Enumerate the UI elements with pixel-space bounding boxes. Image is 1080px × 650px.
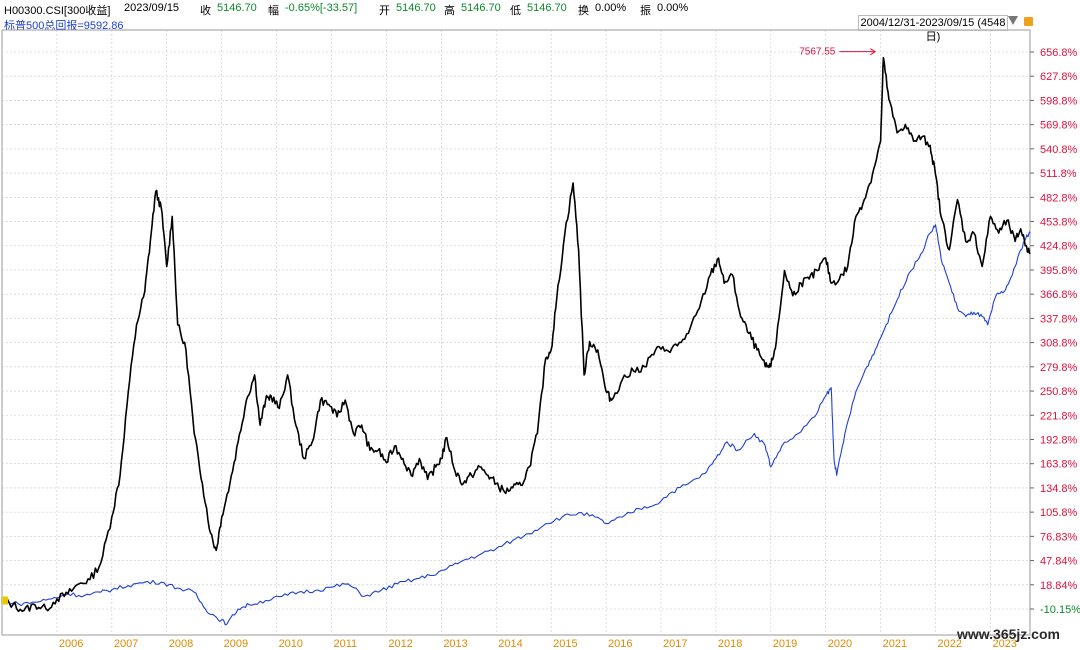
x-tick-label: 2011 bbox=[333, 638, 357, 650]
y-tick-label: 250.8% bbox=[1040, 386, 1078, 398]
x-tick-label: 2021 bbox=[883, 638, 907, 650]
quote-date: 2023/09/15 bbox=[124, 2, 180, 14]
x-tick-label: 2014 bbox=[498, 638, 522, 650]
series-line-main bbox=[1, 56, 1031, 613]
y-tick-label: 134.8% bbox=[1040, 483, 1078, 495]
peak-annotation-arrowhead bbox=[870, 48, 876, 56]
x-tick-label: 2019 bbox=[773, 638, 797, 650]
x-tick-label: 2007 bbox=[114, 638, 138, 650]
y-tick-label: 482.8% bbox=[1040, 192, 1078, 204]
index-code: H00300.CSI[300收益] bbox=[4, 5, 111, 17]
y-tick-label: 105.8% bbox=[1040, 507, 1078, 519]
y-tick-label: 337.8% bbox=[1040, 313, 1078, 325]
x-tick-label: 2017 bbox=[663, 638, 687, 650]
y-tick-label: 163.8% bbox=[1040, 459, 1078, 471]
x-tick-label: 2020 bbox=[828, 638, 852, 650]
y-tick-label: 18.84% bbox=[1040, 580, 1078, 592]
y-tick-label: 424.8% bbox=[1040, 241, 1078, 253]
x-tick-label: 2006 bbox=[59, 638, 83, 650]
y-tick-label: 627.8% bbox=[1040, 71, 1078, 83]
high-label: 高 bbox=[444, 5, 455, 17]
change-value: -0.65%[-33.57] bbox=[285, 2, 358, 14]
x-tick-label: 2022 bbox=[938, 638, 962, 650]
y-tick-label: 511.8% bbox=[1040, 168, 1077, 180]
y-tick-label: 453.8% bbox=[1040, 217, 1078, 229]
date-range-selector[interactable]: 2004/12/31-2023/09/15 (4548日) bbox=[858, 15, 1008, 43]
start-marker bbox=[2, 596, 8, 605]
x-tick-label: 2013 bbox=[443, 638, 467, 650]
y-tick-label: 395.8% bbox=[1040, 265, 1078, 277]
overlay-series-label: 标普500总回报=9592.86 bbox=[4, 20, 124, 32]
y-tick-label: 221.8% bbox=[1040, 410, 1078, 422]
change-label: 幅 bbox=[268, 5, 279, 17]
amplitude-value: 0.00% bbox=[657, 2, 689, 14]
y-tick-label: 598.8% bbox=[1040, 95, 1078, 107]
low-label: 低 bbox=[510, 5, 521, 17]
high-value: 5146.70 bbox=[461, 2, 501, 14]
y-tick-label: 308.8% bbox=[1040, 338, 1078, 350]
turnover-label: 换 bbox=[578, 5, 589, 17]
series-line-overlay bbox=[1, 224, 1031, 626]
y-tick-label: 366.8% bbox=[1040, 289, 1078, 301]
close-label: 收 bbox=[200, 5, 211, 17]
x-tick-label: 2012 bbox=[388, 638, 412, 650]
y-tick-label: 76.83% bbox=[1040, 531, 1078, 543]
lock-icon[interactable] bbox=[1024, 17, 1033, 26]
y-tick-label: 540.8% bbox=[1040, 144, 1078, 156]
low-value: 5146.70 bbox=[527, 2, 567, 14]
y-tick-label: 47.84% bbox=[1040, 556, 1078, 568]
open-label: 开 bbox=[379, 5, 390, 17]
amplitude-label: 振 bbox=[640, 5, 651, 17]
x-tick-label: 2010 bbox=[279, 638, 303, 650]
turnover-value: 0.00% bbox=[595, 2, 627, 14]
y-tick-label: -10.15% bbox=[1040, 604, 1080, 616]
y-tick-label: 569.8% bbox=[1040, 120, 1078, 132]
y-tick-label: 656.8% bbox=[1040, 47, 1078, 59]
y-tick-label: 279.8% bbox=[1040, 362, 1078, 374]
x-tick-label: 2016 bbox=[608, 638, 632, 650]
open-value: 5146.70 bbox=[396, 2, 436, 14]
close-value: 5146.70 bbox=[217, 2, 257, 14]
x-tick-label: 2008 bbox=[169, 638, 193, 650]
header-bar: H00300.CSI[300收益] 2023/09/15 收 5146.70 幅… bbox=[0, 0, 1080, 17]
x-tick-label: 2009 bbox=[224, 638, 248, 650]
overlay-bar: 标普500总回报=9592.86 bbox=[0, 16, 1080, 32]
dropdown-arrow-icon[interactable] bbox=[1008, 16, 1018, 25]
peak-annotation-label: 7567.55 bbox=[799, 47, 836, 58]
x-tick-label: 2015 bbox=[553, 638, 577, 650]
y-tick-label: 192.8% bbox=[1040, 434, 1078, 446]
site-watermark: www.365jz.com bbox=[957, 626, 1060, 642]
plot-frame bbox=[1, 29, 1031, 636]
x-tick-label: 2023 bbox=[992, 638, 1016, 650]
x-tick-label: 2018 bbox=[718, 638, 742, 650]
